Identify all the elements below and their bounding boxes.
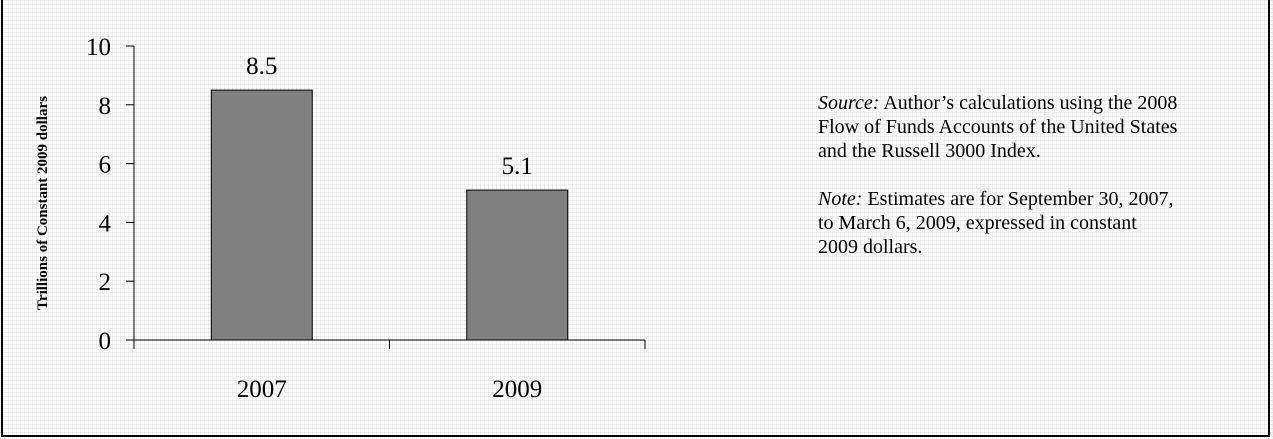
y-tick-label: 8 xyxy=(99,93,112,120)
y-tick-label: 2 xyxy=(99,269,112,296)
bar xyxy=(210,89,313,341)
data-label: 8.5 xyxy=(246,53,277,80)
y-axis-label: Trillions of Constant 2009 dollars xyxy=(35,96,51,310)
x-tick-label: 2007 xyxy=(237,376,287,403)
y-tick-label: 6 xyxy=(99,152,112,179)
chart-notes: Source: Author’s calculations using the … xyxy=(818,91,1178,259)
bar xyxy=(466,189,569,341)
y-tick-label: 10 xyxy=(86,34,111,61)
y-tick-label: 0 xyxy=(99,328,112,355)
note-text: Estimates are for September 30, 2007, to… xyxy=(818,188,1174,258)
source-note: Source: Author’s calculations using the … xyxy=(818,91,1178,163)
estimate-note: Note: Estimates are for September 30, 20… xyxy=(818,187,1178,259)
note-lead: Note: xyxy=(818,188,863,210)
source-text: Author’s calculations using the 2008 Flo… xyxy=(818,92,1178,162)
source-lead: Source: xyxy=(818,92,880,114)
x-tick-label: 2009 xyxy=(492,376,542,403)
y-tick-label: 4 xyxy=(99,210,112,237)
data-label: 5.1 xyxy=(502,153,533,180)
